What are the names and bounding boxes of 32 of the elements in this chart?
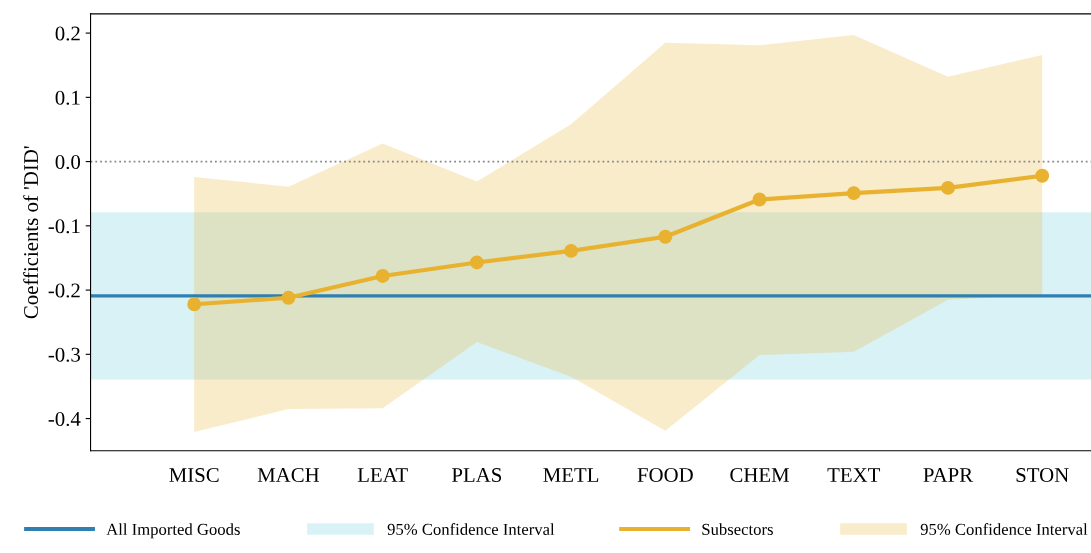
x-tick-label: STON bbox=[1016, 468, 1069, 483]
legend-label: Subsectors bbox=[702, 523, 773, 535]
point bbox=[469, 255, 484, 270]
y-tick-label: 0.1 bbox=[55, 90, 80, 105]
x-tick-label: FOOD bbox=[637, 468, 693, 483]
x-tick-label: LEAT bbox=[357, 468, 408, 482]
text: 95% Confidence Interval bbox=[920, 523, 1088, 536]
point bbox=[752, 192, 767, 207]
x-tick-label: MACH bbox=[257, 468, 320, 483]
point bbox=[375, 269, 390, 283]
point bbox=[564, 243, 579, 258]
legend-label: 95% Confidence Interval bbox=[387, 523, 555, 536]
y-axis-title: Coefficients of 'DID' bbox=[23, 146, 39, 319]
x-tick-label: PLAS bbox=[451, 468, 502, 483]
y-tick-label: -0.3 bbox=[48, 347, 81, 362]
y-tick-label: 0.0 bbox=[55, 154, 81, 170]
point bbox=[941, 180, 955, 195]
x-tick-label: MISC bbox=[169, 468, 219, 483]
point bbox=[281, 290, 296, 305]
point bbox=[1035, 168, 1050, 183]
y-tick-label: -0.4 bbox=[48, 411, 81, 427]
x-tick-label: TEXT bbox=[827, 468, 881, 482]
point bbox=[658, 229, 673, 244]
x-tick-label: PAPR bbox=[923, 468, 974, 482]
point bbox=[846, 186, 861, 201]
y-tick-label: -0.1 bbox=[48, 219, 80, 234]
y-tick-label: -0.2 bbox=[48, 283, 80, 298]
point bbox=[187, 297, 202, 312]
legend-label: All Imported Goods bbox=[106, 523, 240, 539]
y-tick-label: 0.2 bbox=[55, 26, 80, 41]
x-tick-label: CHEM bbox=[730, 468, 790, 483]
x-tick-label: METL bbox=[543, 468, 599, 482]
